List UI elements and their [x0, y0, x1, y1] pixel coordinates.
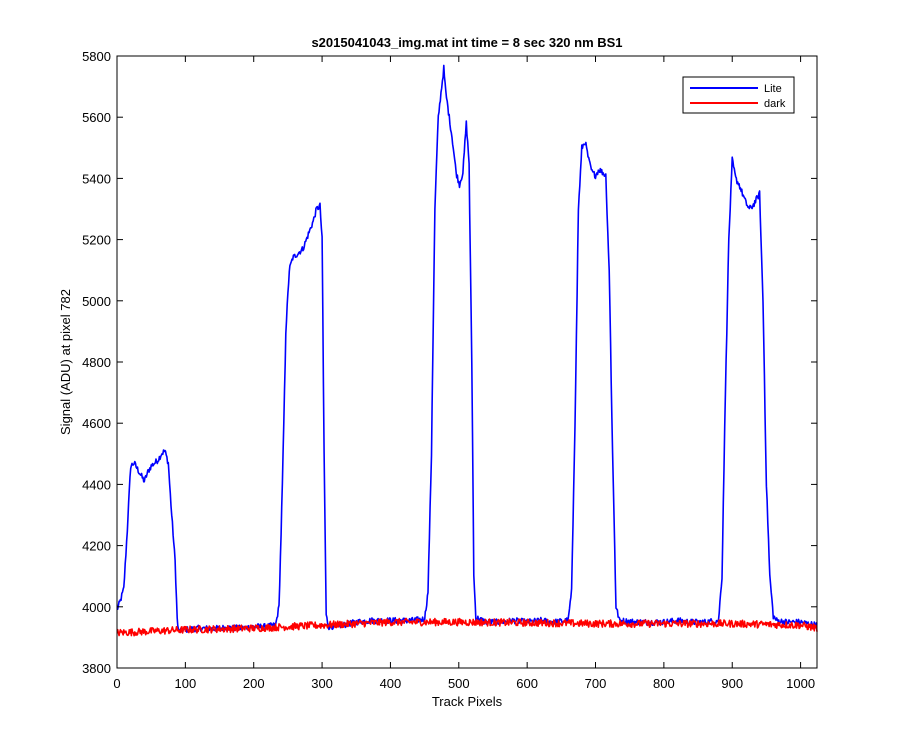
y-tick-label: 4800 [82, 355, 111, 370]
series-layer [116, 64, 818, 637]
series-line-dark [116, 617, 818, 637]
x-tick-label: 700 [585, 676, 607, 691]
legend-entry-lite: Lite [764, 83, 782, 95]
y-tick-label: 5200 [82, 233, 111, 248]
y-tick-label: 4000 [82, 600, 111, 615]
x-tick-label: 200 [243, 676, 265, 691]
y-tick-label: 4600 [82, 416, 111, 431]
legend-entry-dark: dark [764, 98, 786, 110]
x-tick-label: 100 [175, 676, 197, 691]
y-tick-label: 5000 [82, 294, 111, 309]
x-axis-label: Track Pixels [432, 694, 503, 709]
legend: Lite dark [682, 76, 795, 114]
x-tick-label: 400 [380, 676, 402, 691]
tick-layer: 0 100 200 300 400 500 600 700 800 900 1000 3800 4000… [82, 49, 817, 691]
y-tick-label: 3800 [82, 661, 111, 676]
plot-area [117, 56, 817, 668]
y-tick-label: 4400 [82, 477, 111, 492]
x-tick-label: 800 [653, 676, 675, 691]
x-tick-label: 900 [721, 676, 743, 691]
y-tick-label: 4200 [82, 539, 111, 554]
y-tick-label: 5400 [82, 171, 111, 186]
x-tick-label: 1000 [786, 676, 815, 691]
y-axis-label: Signal (ADU) at pixel 782 [58, 289, 73, 435]
y-tick-label: 5800 [82, 49, 111, 64]
x-tick-label: 300 [311, 676, 333, 691]
x-tick-label: 500 [448, 676, 470, 691]
y-tick-label: 5600 [82, 110, 111, 125]
legend-box [682, 76, 795, 114]
x-tick-label: 0 [113, 676, 120, 691]
x-tick-label: 600 [516, 676, 538, 691]
chart-title: s2015041043_img.mat int time = 8 sec 320… [311, 35, 622, 50]
